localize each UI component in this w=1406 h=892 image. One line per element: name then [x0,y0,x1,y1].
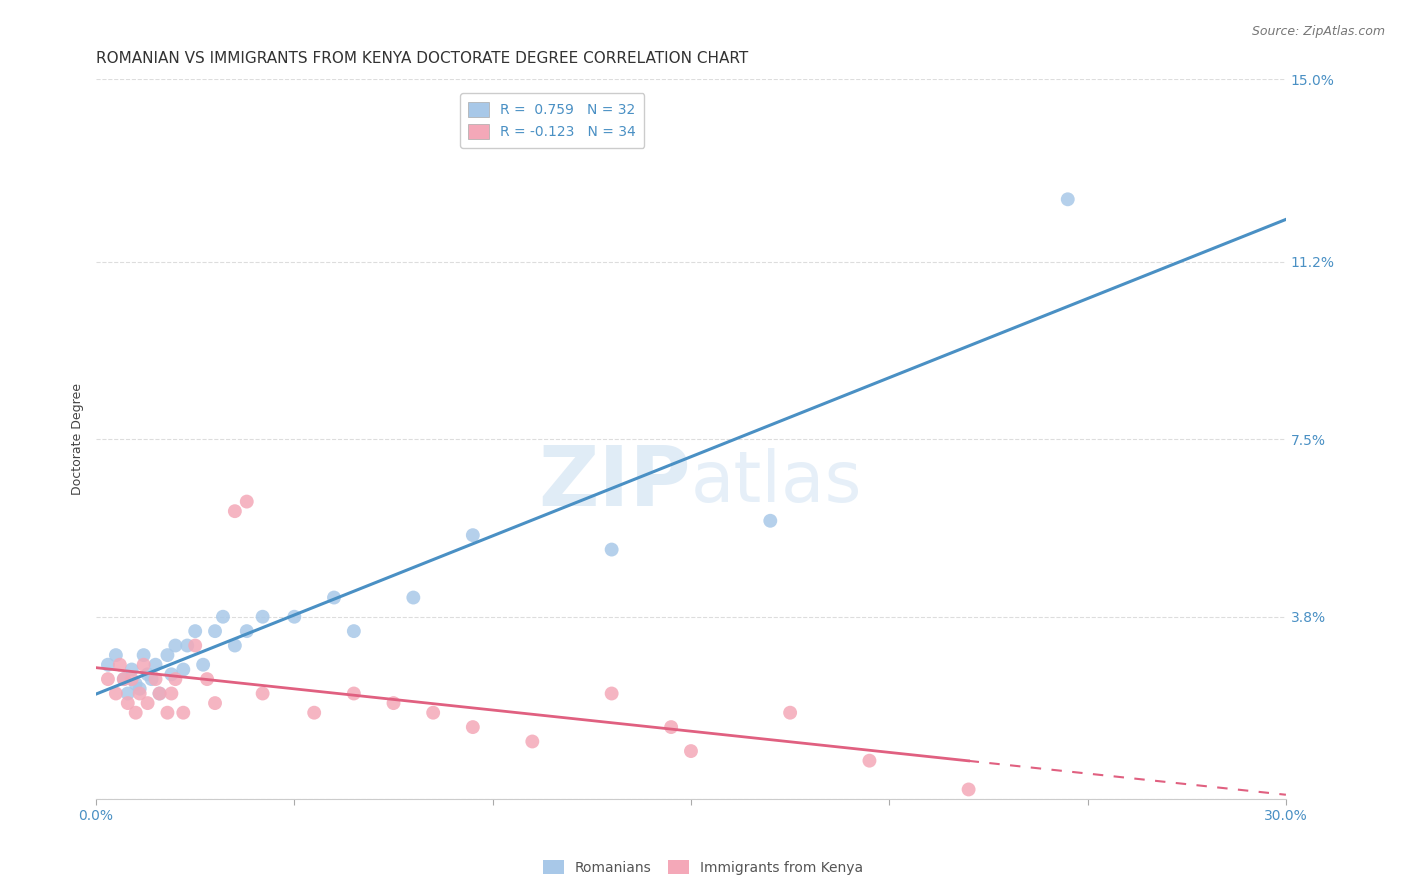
Point [165,672,187,686]
Point [302,706,325,720]
Point [160,686,183,700]
Point [125,706,148,720]
Point [679,744,702,758]
Point [145,657,167,672]
Point [117,686,139,700]
Point [236,494,259,508]
Point [1056,192,1078,206]
Point [117,696,139,710]
Point [156,706,179,720]
Point [104,686,127,700]
Point [97,657,120,672]
Point [136,696,159,710]
Text: atlas: atlas [690,448,862,516]
Point [112,672,135,686]
Legend: Romanians, Immigrants from Kenya: Romanians, Immigrants from Kenya [537,855,869,880]
Point [172,663,194,677]
Point [160,667,183,681]
Point [224,639,246,653]
Point [252,609,274,624]
Point [165,639,187,653]
Point [461,528,484,542]
Text: ZIP: ZIP [538,442,690,523]
Point [112,672,135,686]
Point [204,696,226,710]
Legend: R =  0.759   N = 32, R = -0.123   N = 34: R = 0.759 N = 32, R = -0.123 N = 34 [460,94,644,147]
Point [382,696,405,710]
Point [204,624,226,639]
Point [141,672,163,686]
Point [461,720,484,734]
Point [343,686,366,700]
Point [858,754,880,768]
Point [148,686,170,700]
Y-axis label: Doctorate Degree: Doctorate Degree [72,384,84,495]
Point [957,782,980,797]
Point [148,686,170,700]
Point [283,609,305,624]
Point [108,657,131,672]
Text: ROMANIAN VS IMMIGRANTS FROM KENYA DOCTORATE DEGREE CORRELATION CHART: ROMANIAN VS IMMIGRANTS FROM KENYA DOCTOR… [96,51,748,66]
Point [136,667,159,681]
Point [323,591,346,605]
Point [184,639,207,653]
Point [176,639,198,653]
Point [97,672,120,686]
Point [224,504,246,518]
Point [132,648,155,662]
Point [402,591,425,605]
Point [600,542,623,557]
Point [121,663,143,677]
Point [252,686,274,700]
Point [600,686,623,700]
Point [212,609,235,624]
Point [779,706,801,720]
Point [191,657,214,672]
Point [132,657,155,672]
Point [172,706,194,720]
Point [145,672,167,686]
Point [236,624,259,639]
Point [343,624,366,639]
Point [522,734,544,748]
Point [128,686,150,700]
Point [659,720,682,734]
Point [422,706,444,720]
Point [195,672,218,686]
Point [156,648,179,662]
Point [121,672,143,686]
Text: Source: ZipAtlas.com: Source: ZipAtlas.com [1251,25,1385,38]
Point [759,514,782,528]
Point [184,624,207,639]
Point [128,681,150,696]
Point [125,677,148,691]
Point [104,648,127,662]
